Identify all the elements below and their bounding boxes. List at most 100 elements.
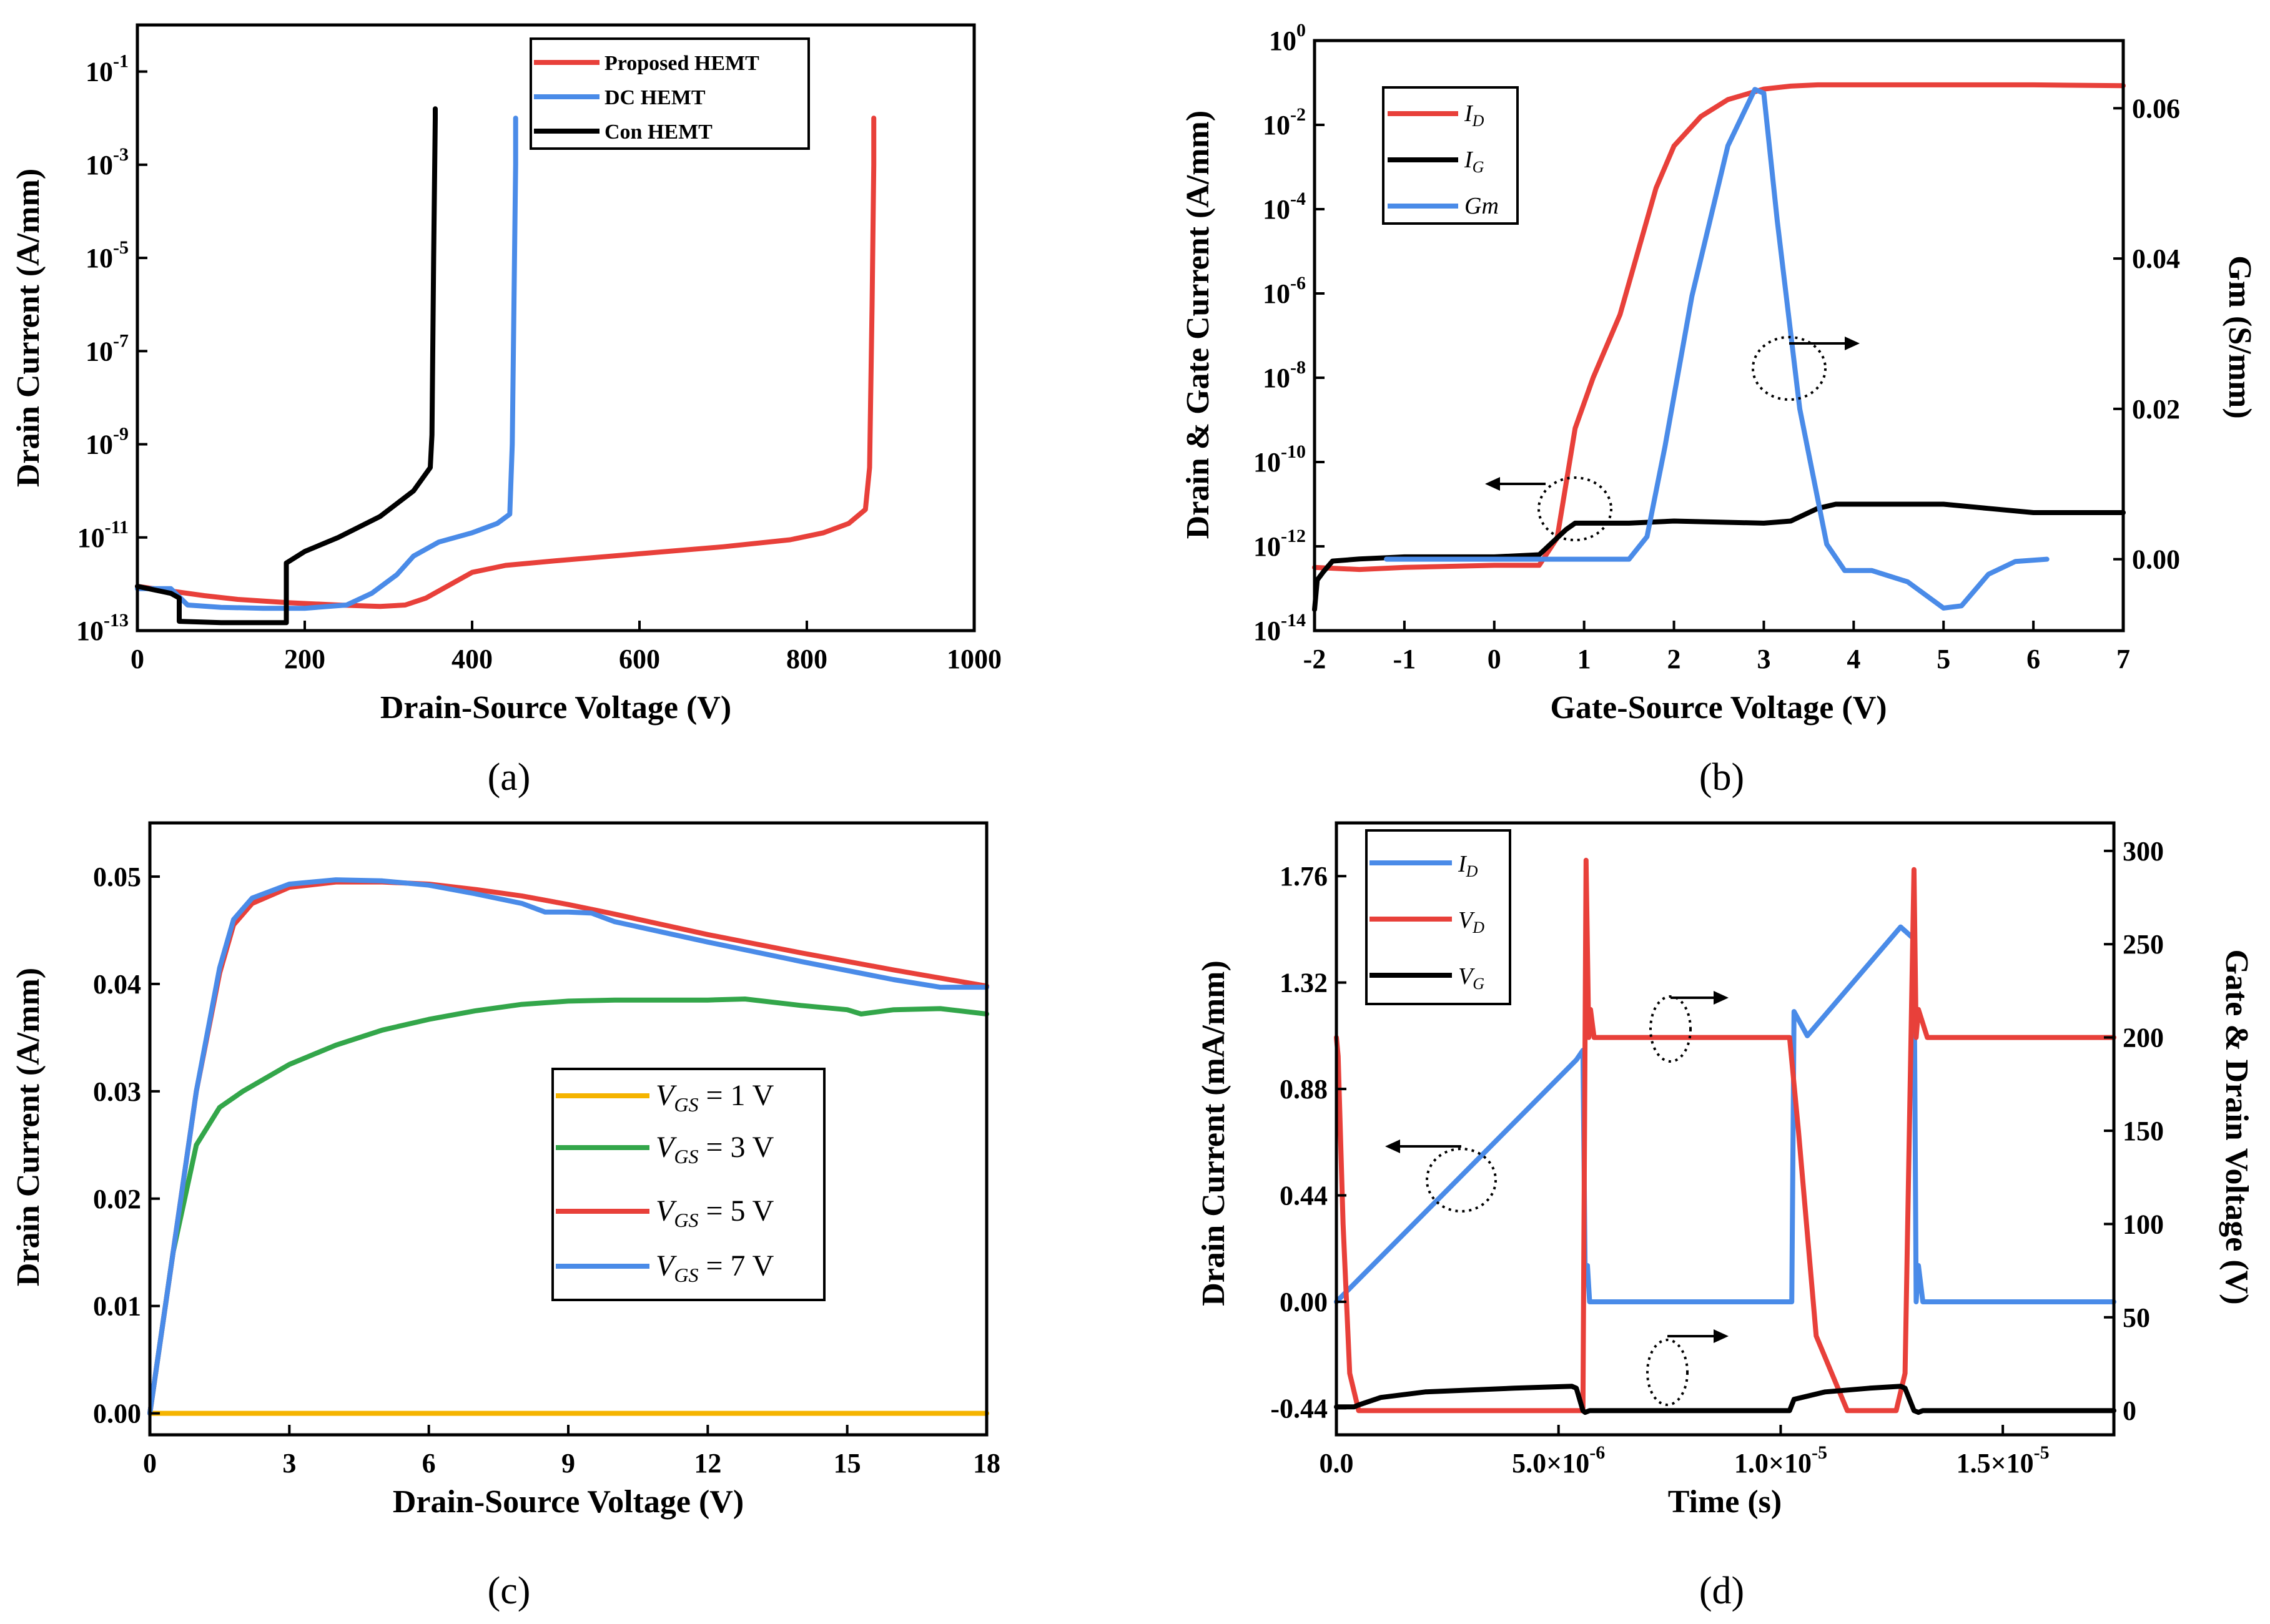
annotation-gm-to-right-axis [1752, 336, 1860, 401]
y-tick-a-6: 10-1 [86, 51, 129, 87]
y-tick-d-3: 0.88 [1280, 1074, 1328, 1105]
legend-d: ID VD VG [1365, 829, 1511, 1005]
x-axis-label-b: Gate-Source Voltage (V) [1550, 690, 1887, 726]
legend-a: Proposed HEMT DC HEMT Con HEMT [530, 37, 810, 150]
x-axis-label-c: Drain-Source Voltage (V) [393, 1484, 744, 1520]
annotation-id-to-left-axis [1485, 476, 1612, 541]
series-a-2 [135, 106, 438, 626]
panel-d: 0.0 5.0×10-6 1.0×10-5 1.5×10-5 -0.44 0.00 0.44… [1196, 821, 2254, 1520]
y-tick-c-2: 0.02 [93, 1184, 141, 1214]
y-tick-b-3: 10-8 [1263, 357, 1306, 393]
x-tick-b-7: 5 [1937, 644, 1950, 674]
y2-tick-b-1: 0.02 [2132, 394, 2180, 425]
y-axis-label-b: Drain & Gate Current (A/mm) [1180, 111, 1216, 539]
x-tick-a-0: 0 [131, 644, 144, 674]
x-tick-d-3: 1.5×10-5 [1957, 1442, 2050, 1479]
x-tick-c-6: 18 [973, 1448, 1000, 1479]
series-d-1 [1334, 857, 2116, 1414]
y-tick-d-0: -0.44 [1270, 1393, 1328, 1424]
x-tick-c-1: 3 [282, 1448, 296, 1479]
y-tick-d-1: 0.00 [1280, 1287, 1328, 1317]
y-tick-a-5: 10-3 [86, 144, 129, 180]
legend-c-label-1: VGS = 3 V [656, 1131, 774, 1168]
x-tick-b-6: 4 [1847, 644, 1860, 674]
x-tick-a-1: 200 [284, 644, 325, 674]
y2-axis-label-b: Gm (S/mm) [2222, 255, 2258, 418]
x-tick-a-4: 800 [786, 644, 827, 674]
x-tick-c-3: 9 [561, 1448, 575, 1479]
y-tick-b-1: 10-12 [1253, 526, 1306, 562]
x-tick-c-5: 15 [834, 1448, 861, 1479]
x-tick-a-5: 1000 [947, 644, 1002, 674]
y2-tick-b-0: 0.00 [2132, 544, 2180, 575]
y-tick-a-2: 10-9 [86, 424, 129, 460]
legend-a-label-0: Proposed HEMT [605, 52, 759, 75]
y-tick-b-4: 10-6 [1263, 273, 1306, 309]
y-tick-c-1: 0.01 [93, 1291, 141, 1322]
y-tick-a-3: 10-7 [86, 330, 129, 367]
x-tick-b-5: 3 [1757, 644, 1770, 674]
y-tick-d-4: 1.32 [1280, 968, 1328, 998]
y2-tick-d-2: 100 [2123, 1209, 2164, 1239]
y2-axis-label-d: Gate & Drain Voltage (V) [2219, 949, 2254, 1304]
x-tick-c-0: 0 [143, 1448, 157, 1479]
series-c-3 [147, 877, 989, 1416]
y-tick-a-4: 10-5 [86, 237, 129, 273]
y-tick-c-5: 0.05 [93, 862, 141, 892]
y-axis-label-c: Drain Current (A/mm) [11, 968, 46, 1286]
y-axis-label-d: Drain Current (mA/mm) [1196, 960, 1231, 1306]
caption-a: (a) [488, 756, 531, 799]
y-tick-b-0: 10-14 [1253, 610, 1306, 646]
legend-d-label-0: ID [1458, 851, 1478, 880]
x-tick-b-1: -1 [1393, 644, 1416, 674]
y2-tick-d-5: 250 [2123, 929, 2164, 960]
x-tick-b-2: 0 [1488, 644, 1501, 674]
y-axis-label-a: Drain Current (A/mm) [11, 169, 46, 487]
series-b-2 [1384, 87, 2050, 611]
panel-b: -2 -1 0 1 2 3 4 5 6 7 10-14 10-12 10-10 10-8 10-6 10-4 1… [1180, 20, 2258, 726]
y-tick-a-0: 10-13 [76, 610, 129, 646]
x-tick-b-8: 6 [2026, 644, 2040, 674]
legend-c-label-2: VGS = 5 V [656, 1194, 774, 1231]
y2-tick-b-2: 0.04 [2132, 244, 2180, 274]
panel-c: 0 3 6 9 12 15 18 0.00 0.01 0.02 0.03 0.04 0.05 Drain… [11, 821, 1000, 1520]
x-axis-label-a: Drain-Source Voltage (V) [380, 690, 731, 726]
x-tick-a-2: 400 [452, 644, 493, 674]
x-tick-b-4: 2 [1667, 644, 1681, 674]
x-axis-label-d: Time (s) [1668, 1484, 1782, 1520]
y-tick-d-5: 1.76 [1280, 861, 1328, 892]
plot-frame-d [1335, 821, 2116, 1437]
y-tick-c-3: 0.03 [93, 1076, 141, 1107]
series-d-2 [1334, 1384, 2116, 1415]
y2-tick-d-4: 200 [2123, 1023, 2164, 1053]
legend-c-label-3: VGS = 7 V [656, 1249, 774, 1286]
legend-b: ID IG Gm [1382, 86, 1519, 225]
y-tick-b-6: 10-2 [1263, 104, 1306, 140]
plot-frame-b [1313, 39, 2125, 632]
series-a-0 [135, 116, 877, 609]
legend-d-label-2: VG [1458, 963, 1484, 993]
annotation-vd-to-right-axis-d [1649, 991, 1729, 1063]
x-tick-a-3: 600 [619, 644, 660, 674]
x-tick-c-4: 12 [694, 1448, 721, 1479]
y2-tick-d-0: 0 [2123, 1395, 2136, 1426]
y-tick-b-7: 100 [1269, 20, 1306, 56]
x-tick-b-9: 7 [2116, 644, 2130, 674]
legend-c-label-0: VGS = 1 V [656, 1079, 774, 1116]
legend-b-label-0: ID [1464, 101, 1484, 130]
x-tick-d-1: 5.0×10-6 [1512, 1442, 1605, 1479]
plot-frame-a [136, 23, 976, 632]
legend-d-label-1: VD [1458, 907, 1484, 937]
series-b-0 [1312, 82, 2126, 573]
y-tick-d-2: 0.44 [1280, 1181, 1328, 1211]
y-tick-c-4: 0.04 [93, 969, 141, 1000]
y-tick-c-0: 0.00 [93, 1399, 141, 1429]
x-tick-b-3: 1 [1577, 644, 1591, 674]
legend-c: VGS = 1 V VGS = 3 V VGS = 5 V VGS = 7 V [551, 1068, 826, 1301]
annotation-vg-to-right-axis-d [1646, 1329, 1729, 1406]
x-tick-c-2: 6 [422, 1448, 436, 1479]
panel-a: 0 200 400 600 800 1000 10-13 10-11 10-9 10-7 10-5 1… [11, 23, 1002, 726]
y-tick-b-2: 10-10 [1253, 441, 1306, 478]
y2-tick-b-3: 0.06 [2132, 93, 2180, 124]
